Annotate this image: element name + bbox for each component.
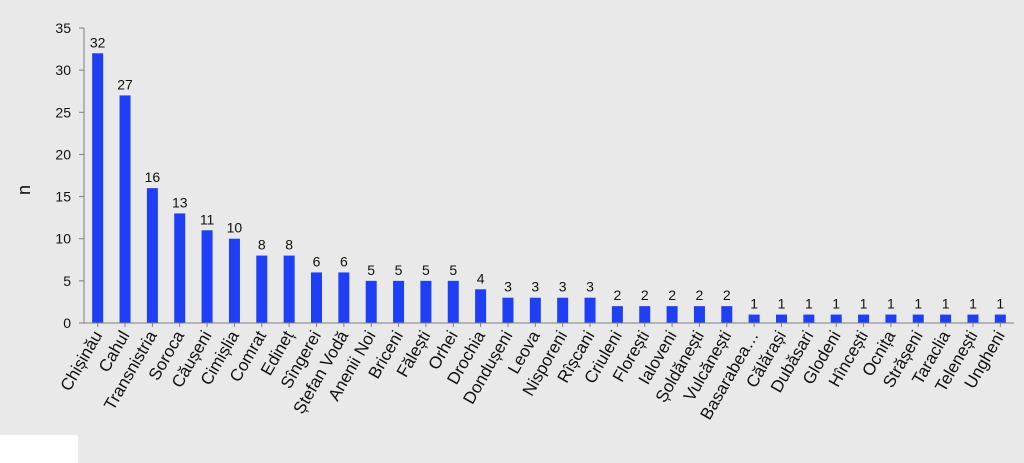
bar bbox=[529, 297, 541, 323]
y-tick-label: 20 bbox=[55, 146, 71, 162]
data-label: 4 bbox=[477, 270, 485, 286]
y-tick-label: 35 bbox=[55, 20, 71, 36]
data-label: 8 bbox=[258, 237, 266, 253]
bar bbox=[584, 297, 596, 323]
bar bbox=[228, 238, 240, 323]
bar bbox=[283, 255, 295, 323]
data-label: 1 bbox=[887, 296, 895, 312]
data-label: 1 bbox=[805, 296, 813, 312]
data-label: 2 bbox=[613, 287, 621, 303]
data-label: 1 bbox=[832, 296, 840, 312]
data-label: 11 bbox=[200, 211, 215, 227]
bar bbox=[994, 314, 1006, 323]
bar bbox=[748, 314, 760, 323]
data-label: 3 bbox=[559, 279, 567, 295]
data-label: 3 bbox=[531, 279, 539, 295]
data-label: 1 bbox=[778, 296, 786, 312]
data-label: 1 bbox=[860, 296, 868, 312]
bar bbox=[830, 314, 842, 323]
data-label: 2 bbox=[668, 287, 676, 303]
bar bbox=[119, 95, 131, 323]
data-label: 8 bbox=[285, 237, 293, 253]
y-tick-label: 5 bbox=[63, 273, 71, 289]
bars bbox=[92, 53, 1006, 324]
bar bbox=[557, 297, 569, 323]
bar bbox=[639, 306, 651, 323]
y-axis-label: n bbox=[14, 185, 34, 195]
y-tick-label: 0 bbox=[63, 315, 71, 331]
bar bbox=[338, 272, 350, 323]
bar bbox=[146, 188, 158, 323]
bar bbox=[776, 314, 787, 323]
y-tick-label: 25 bbox=[55, 104, 71, 120]
bar bbox=[393, 280, 405, 323]
data-label: 5 bbox=[367, 262, 375, 278]
data-label: 2 bbox=[723, 287, 731, 303]
x-axis: ChișinăuCahulTransnistriaSorocaCăușeniCi… bbox=[57, 322, 1014, 423]
bar bbox=[885, 314, 897, 323]
data-label: 1 bbox=[996, 296, 1004, 312]
data-label: 27 bbox=[117, 76, 133, 92]
bar bbox=[611, 306, 623, 323]
bar bbox=[803, 314, 815, 323]
data-label: 32 bbox=[90, 34, 106, 50]
bar bbox=[365, 280, 377, 323]
data-label: 5 bbox=[395, 262, 403, 278]
data-label: 6 bbox=[313, 253, 321, 269]
bar bbox=[174, 213, 186, 323]
data-label: 2 bbox=[641, 287, 649, 303]
data-label: 3 bbox=[504, 279, 512, 295]
bar bbox=[256, 255, 268, 323]
data-label: 5 bbox=[449, 262, 457, 278]
bar bbox=[420, 280, 432, 323]
bar bbox=[666, 306, 678, 323]
data-label: 2 bbox=[696, 287, 704, 303]
blank-box bbox=[0, 435, 78, 463]
bar bbox=[475, 289, 487, 323]
data-label: 1 bbox=[942, 296, 950, 312]
data-label: 13 bbox=[172, 194, 188, 210]
y-tick-label: 10 bbox=[55, 231, 71, 247]
bar bbox=[92, 53, 104, 324]
bar bbox=[447, 280, 459, 323]
y-axis: 0 5 10 15 20 25 30 35 bbox=[55, 20, 85, 331]
bar bbox=[502, 297, 514, 323]
bar bbox=[201, 230, 213, 323]
y-tick-label: 30 bbox=[55, 62, 71, 78]
data-label: 16 bbox=[145, 169, 161, 185]
bar bbox=[693, 306, 705, 323]
bar bbox=[858, 314, 870, 323]
data-label: 5 bbox=[422, 262, 430, 278]
data-label: 3 bbox=[586, 279, 594, 295]
bar bbox=[967, 314, 979, 323]
y-tick-label: 15 bbox=[55, 189, 71, 205]
bar bbox=[912, 314, 924, 323]
bar bbox=[940, 314, 952, 323]
bar bbox=[721, 306, 733, 323]
bar bbox=[311, 272, 322, 323]
data-label: 1 bbox=[969, 296, 977, 312]
data-label: 1 bbox=[914, 296, 922, 312]
data-label: 10 bbox=[227, 220, 243, 236]
data-label: 6 bbox=[340, 253, 348, 269]
data-label: 1 bbox=[750, 296, 758, 312]
